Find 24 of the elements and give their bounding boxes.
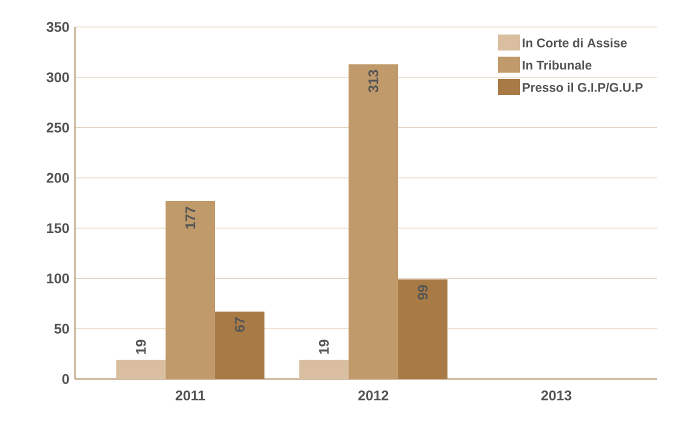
data-label: 177 — [186, 206, 196, 229]
x-tick-label: 2012 — [358, 390, 388, 400]
legend-label: In Corte di Assise — [522, 38, 627, 48]
y-tick-label: 100 — [47, 273, 69, 284]
y-tick-label: 50 — [54, 324, 69, 334]
y-tick-label: 200 — [46, 172, 69, 183]
data-label: 19 — [136, 340, 146, 354]
y-tick-label: 150 — [47, 223, 69, 234]
bar — [348, 64, 398, 379]
data-label: 313 — [368, 70, 378, 92]
x-tick-label: 2013 — [541, 390, 572, 400]
legend-label: Presso il G.I.P/G.U.P — [522, 82, 643, 92]
y-tick-label: 0 — [62, 374, 69, 384]
bar — [299, 360, 349, 379]
data-label: 99 — [418, 285, 428, 300]
y-tick-label: 300 — [46, 72, 69, 82]
bar — [116, 360, 166, 379]
legend-label: In Tribunale — [522, 60, 592, 70]
x-tick-label: 2011 — [176, 390, 206, 400]
y-tick-label: 250 — [46, 122, 69, 133]
bar — [166, 200, 216, 379]
data-label: 19 — [318, 340, 329, 354]
y-tick-label: 350 — [46, 22, 69, 32]
data-label: 67 — [234, 317, 245, 332]
